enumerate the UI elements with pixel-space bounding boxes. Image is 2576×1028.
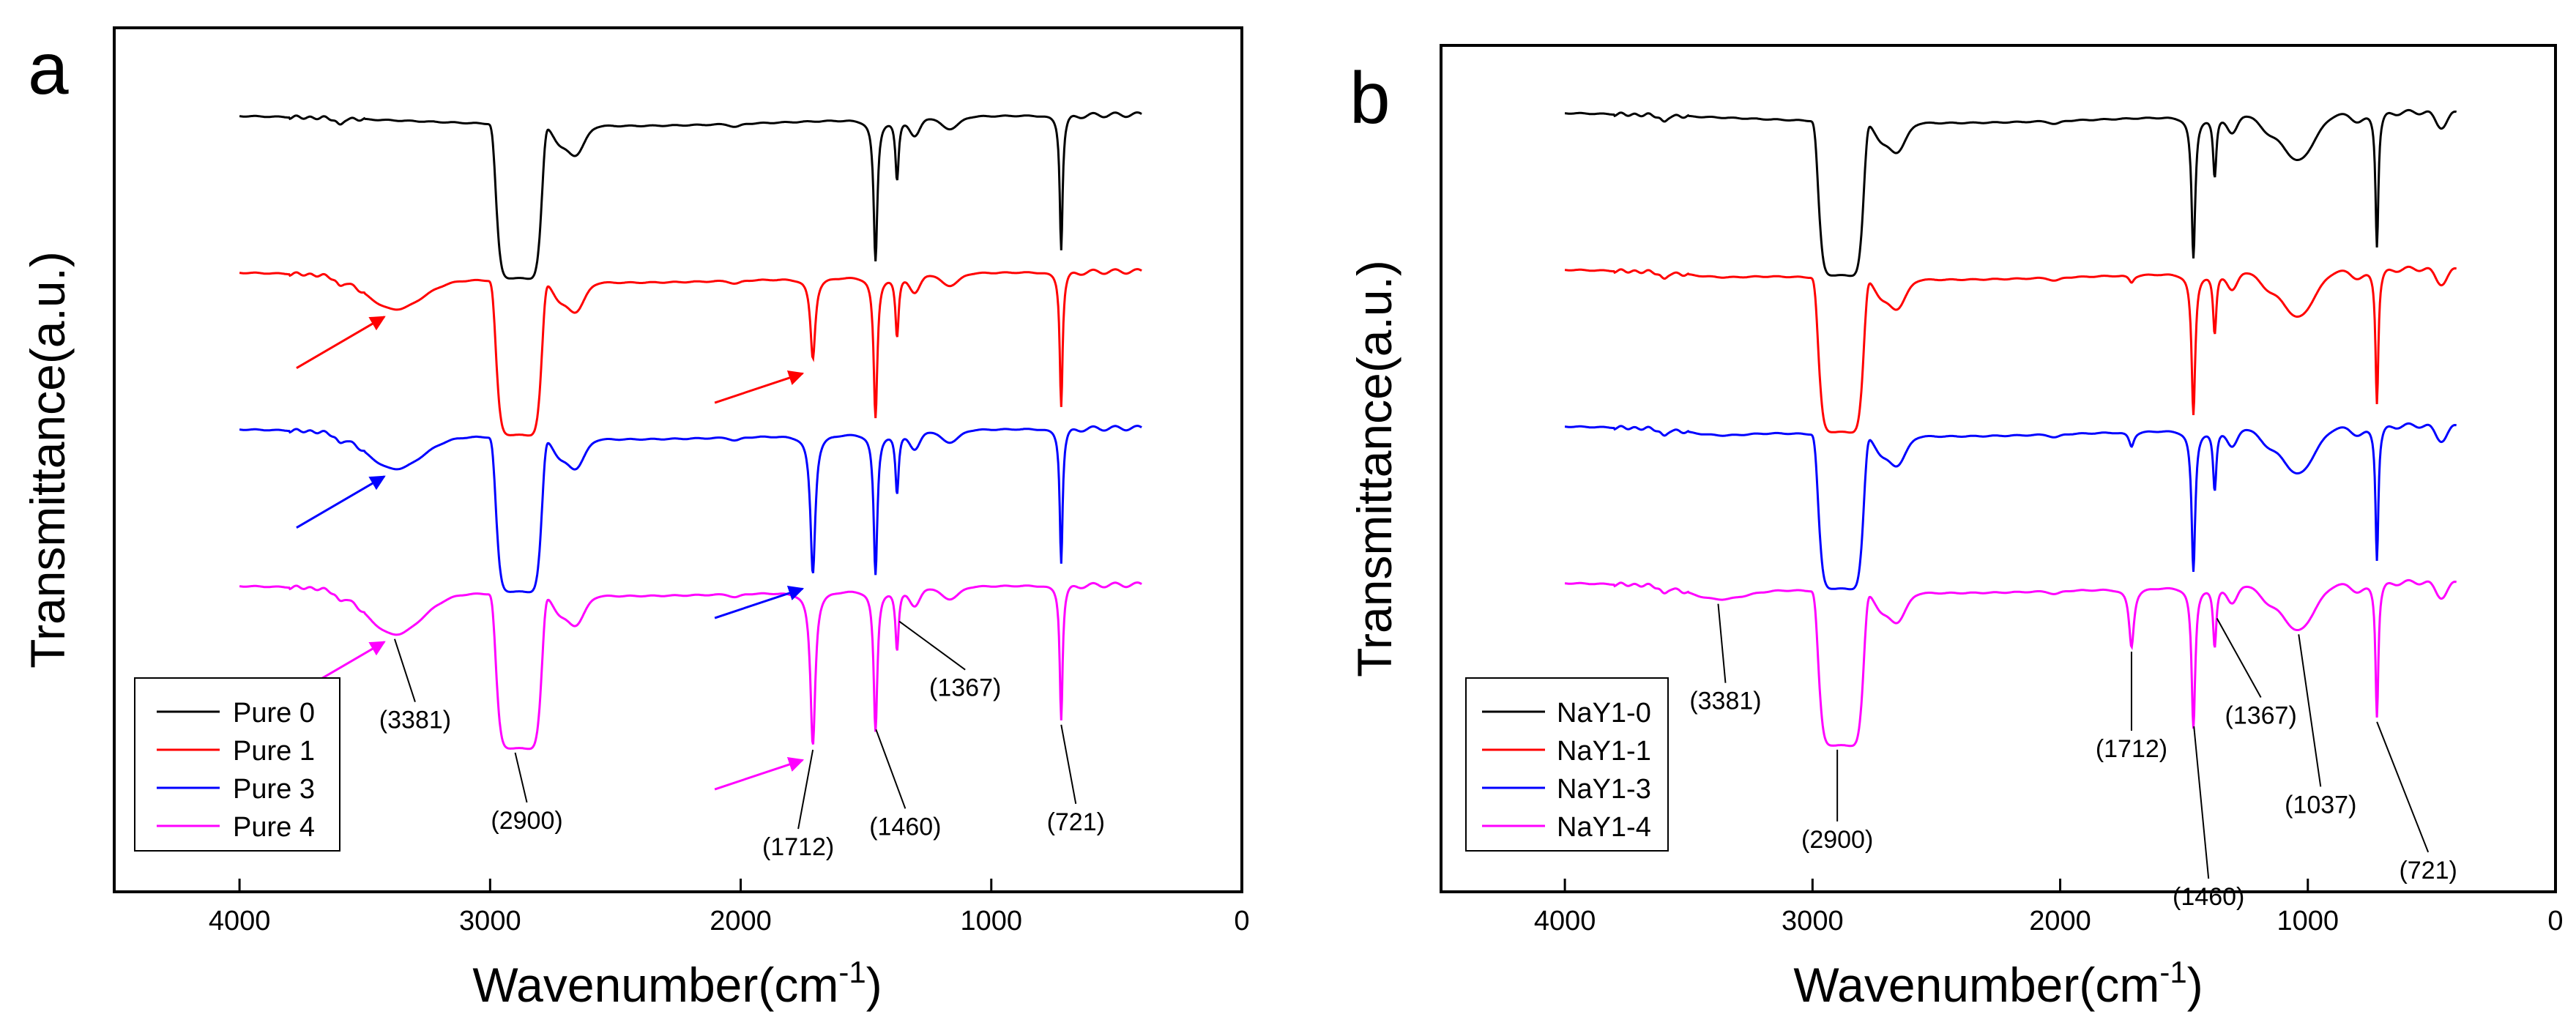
arrow-1712-5 [714,757,805,791]
annotation-leader-1367 [2216,618,2262,698]
panel-b-spectra [1564,108,2457,748]
arrow-1712-1 [714,370,805,404]
annotation-1712: (1712) [762,833,834,861]
panel-a-peak-annotations: (3381) (2900) (1712) (1460) (1367) (721) [379,620,1105,861]
x-tick-label-3000: 3000 [1782,906,1844,936]
annotation-leader-721 [2376,721,2430,853]
annotation-721: (721) [2399,857,2457,884]
panel-a-spectra [239,111,1142,750]
spectrum-nay1-0 [1564,108,2457,278]
legend-label-pure-3: Pure 3 [233,774,315,805]
annotation-leader-1460 [2193,726,2210,879]
spectrum-pure-4 [239,581,1142,750]
spectrum-nay1-1 [1564,265,2457,434]
panel-a-plot-frame [113,26,1243,893]
annotation-leader-3381 [1717,603,1727,683]
panel-b: b 4000 3000 2000 1000 0 (3381) (2900) (1712) (1… [1347,44,2564,1012]
panel-a-legend-box [134,677,340,852]
annotation-1460: (1460) [869,813,941,841]
annotation-leader-1037 [2298,634,2322,787]
annotation-leader-721 [1060,724,1077,804]
panel-b-peak-annotations: (3381) (2900) (1712) (1460) (1367) (1037) (721… [1689,603,2457,911]
panel-b-plot-frame [1440,44,2557,893]
panel-b-legend: NaY1-0 NaY1-1 NaY1-3 NaY1-4 [1465,677,1669,852]
panel-b-y-axis-label: Transmittance(a.u.) [1347,260,1401,677]
legend-label-pure-1: Pure 1 [233,736,315,767]
annotation-2900: (2900) [491,807,562,835]
annotation-1037: (1037) [2285,791,2356,819]
annotation-leader-1367 [898,620,966,671]
annotation-721: (721) [1047,808,1105,836]
legend-label-nay1-3: NaY1-3 [1557,774,1651,805]
spectrum-nay1-3 [1564,422,2457,591]
spectrum-pure-0 [239,111,1142,280]
x-tick-label-4000: 4000 [1534,906,1596,936]
legend-label-nay1-4: NaY1-4 [1557,812,1651,843]
x-tick-label-1000: 1000 [2277,906,2339,936]
arrow-3381-0 [296,316,386,369]
arrow-1712-3 [714,586,805,619]
panel-b-x-axis-label: Wavenumber(cm-1) [1793,955,2203,1012]
annotation-leader-3381 [393,638,416,702]
x-tick-label-4000: 4000 [209,906,271,936]
panel-b-x-axis: 4000 3000 2000 1000 0 [1534,879,2564,936]
annotation-3381: (3381) [379,707,451,734]
spectrum-pure-1 [239,268,1142,437]
panel-a-label: a [28,28,69,110]
panel-a-x-axis-label: Wavenumber(cm-1) [472,955,882,1012]
x-tick-label-2000: 2000 [2029,906,2091,936]
legend-label-nay1-1: NaY1-1 [1557,736,1651,767]
panel-a: a 4000 3000 2000 1000 0 (3381) (2900) (1712) (1… [21,26,1250,1012]
x-tick-label-3000: 3000 [459,906,521,936]
annotation-1460: (1460) [2173,883,2244,911]
annotation-1367: (1367) [929,674,1001,702]
panel-a-legend: Pure 0 Pure 1 Pure 3 Pure 4 [134,677,340,852]
spectrum-pure-3 [239,425,1142,594]
annotation-leader-2900 [514,752,528,803]
x-tick-label-1000: 1000 [961,906,1023,936]
x-tick-label-0: 0 [1234,906,1249,936]
x-tick-label-0: 0 [2547,906,2563,936]
panel-b-label: b [1350,57,1391,139]
annotation-2900: (2900) [1801,826,1873,854]
x-tick-label-2000: 2000 [710,906,772,936]
panel-a-y-axis-label: Transmittance(a.u.) [21,251,75,668]
legend-label-pure-4: Pure 4 [233,812,315,843]
arrow-3381-2 [296,475,386,529]
panel-b-legend-box [1465,677,1669,852]
annotation-3381: (3381) [1689,688,1761,715]
legend-label-nay1-0: NaY1-0 [1557,698,1651,729]
annotation-1712: (1712) [2096,735,2167,763]
annotation-leader-1460 [875,729,907,809]
legend-label-pure-0: Pure 0 [233,698,315,729]
annotation-1367: (1367) [2225,702,2297,730]
panel-a-x-axis: 4000 3000 2000 1000 0 [209,879,1250,936]
spectrum-nay1-4 [1564,578,2457,748]
annotation-leader-1712 [797,749,814,830]
